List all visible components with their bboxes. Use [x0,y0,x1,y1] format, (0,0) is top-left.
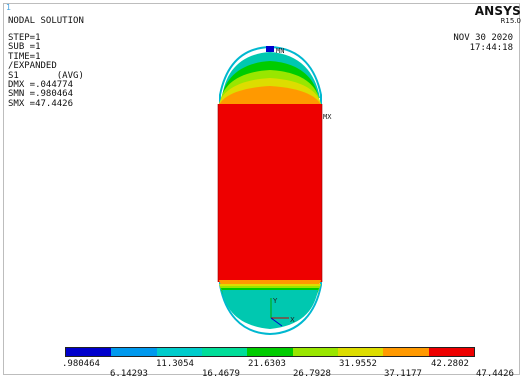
info-smx: SMX =47.4426 [8,98,74,109]
release-label: R15.0 [500,17,521,25]
info-substep: SUB =1 [8,42,41,53]
info-dmx: DMX =.044774 [8,80,74,91]
legend-label-top-3: 21.6303 [248,359,286,369]
window-number: 1 [6,3,12,12]
timestamp: NOV 30 2020 17:44:18 [453,33,513,53]
triad-x-label: X [290,316,295,324]
legend-label-bottom-2: 16.4679 [202,369,240,379]
ansys-logo: ANSYS [474,4,521,18]
legend-swatch-4 [201,348,248,356]
legend-label-top-2: 11.3054 [156,359,194,369]
legend-swatch-1 [66,348,112,356]
triad-y-label: Y [272,297,278,305]
legend-swatch-9 [428,348,474,356]
legend-swatch-7 [337,348,384,356]
legend-label-bottom-5: 47.4426 [476,369,514,379]
top-nozzle [266,46,274,52]
legend-label-top-1: .980464 [62,359,100,369]
solution-info: STEP=1 SUB =1 TIME=1 /EXPANDED S1 (AVG) … [8,33,84,109]
deformed-shape-outline [219,45,322,336]
legend-label-top-5: 42.2802 [431,359,469,369]
bottom-head-band-outer [222,290,318,329]
plot-title: NODAL SOLUTION [8,16,84,26]
legend-swatch-5 [247,348,293,356]
info-time: TIME=1 [8,51,41,62]
max-marker: MX [323,113,332,121]
contour-legend-bar [65,347,475,357]
legend-label-bottom-4: 37.1177 [384,369,422,379]
info-smn: SMN =.980464 [8,89,74,100]
time-text: 17:44:18 [469,42,513,53]
info-result-type: S1 (AVG) [8,70,84,81]
triad-z-axis [270,317,283,327]
legend-swatch-8 [383,348,429,356]
legend-label-top-4: 31.9552 [339,359,377,369]
top-head-band-orange [219,86,321,106]
cylinder-body [218,104,322,282]
legend-swatch-3 [156,348,202,356]
legend-swatch-6 [292,348,338,356]
min-marker: MN [276,47,284,55]
legend-label-bottom-3: 26.7928 [293,369,331,379]
legend-swatch-2 [111,348,157,356]
legend-label-bottom-1: 6.14293 [110,369,148,379]
info-step: STEP=1 [8,33,41,43]
info-expanded: /EXPANDED [8,61,57,72]
date-text: NOV 30 2020 [453,33,513,43]
